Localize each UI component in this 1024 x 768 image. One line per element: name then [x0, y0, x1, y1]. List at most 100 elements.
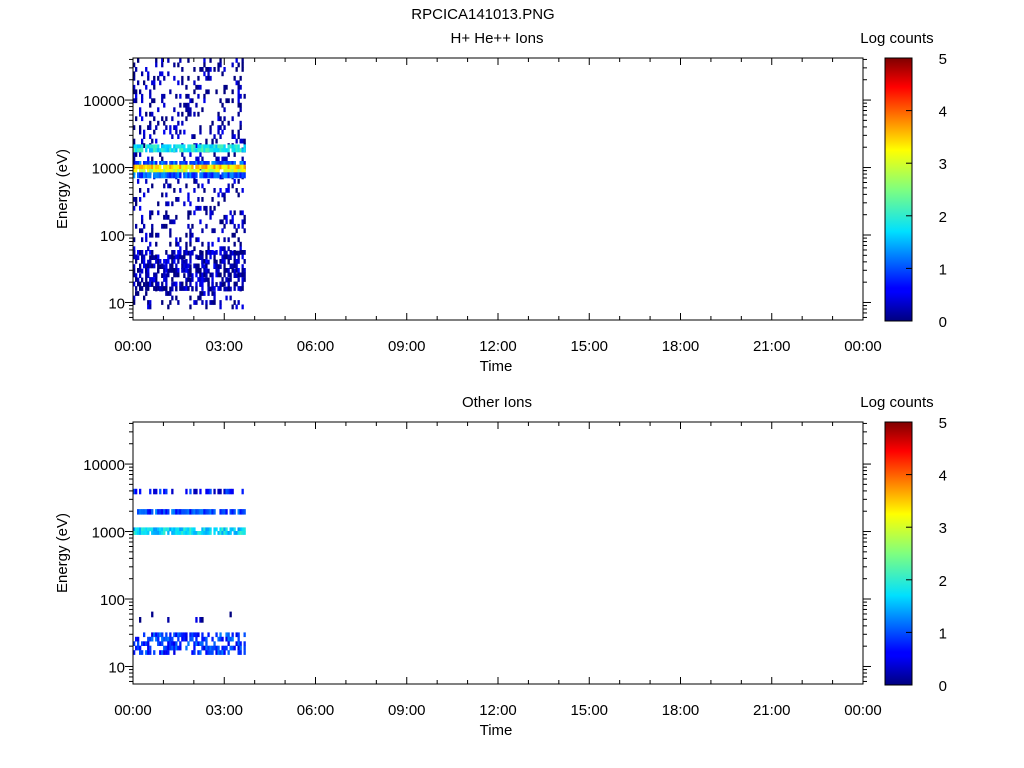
heatmap-cell: [137, 144, 140, 149]
heatmap-cell: [243, 259, 246, 264]
heatmap-cell: [235, 172, 238, 179]
heatmap-cell: [239, 210, 242, 216]
heatmap-cell: [139, 111, 142, 117]
heatmap-cell: [235, 263, 238, 269]
x-tick-label: 00:00: [114, 702, 152, 719]
heatmap-cell: [171, 531, 174, 535]
heatmap-cell: [205, 148, 208, 153]
heatmap-cell: [239, 169, 242, 173]
heatmap-cell: [231, 509, 234, 515]
heatmap-cell: [239, 509, 242, 515]
heatmap-cell: [147, 71, 150, 77]
heatmap-cell: [229, 272, 232, 278]
heatmap-cell: [167, 148, 170, 153]
heatmap-cell: [183, 263, 186, 269]
heatmap-cell: [211, 161, 214, 165]
heatmap-cell: [209, 214, 212, 220]
heatmap-cell: [231, 116, 234, 122]
heatmap-cell: [163, 264, 166, 269]
heatmap-cell: [135, 259, 138, 264]
heatmap-cell: [133, 531, 136, 535]
heatmap-cell: [175, 531, 178, 535]
heatmap-cell: [233, 509, 236, 515]
heatmap-cell: [141, 219, 144, 225]
heatmap-cell: [163, 488, 166, 495]
heatmap-cell: [143, 223, 146, 229]
heatmap-cell: [203, 98, 206, 104]
heatmap-cell: [219, 272, 222, 278]
heatmap-cell: [197, 277, 200, 282]
heatmap-cell: [221, 192, 224, 198]
heatmap-cell: [173, 650, 176, 655]
heatmap-cell: [205, 144, 208, 149]
heatmap-cell: [201, 300, 204, 305]
heatmap-cell: [205, 205, 208, 211]
heatmap-cell: [177, 632, 180, 638]
heatmap-cell: [171, 286, 174, 292]
heatmap-cell: [217, 116, 220, 122]
heatmap-cell: [243, 272, 246, 278]
heatmap-cell: [209, 164, 212, 170]
heatmap-cell: [179, 161, 182, 165]
heatmap-cell: [229, 172, 232, 179]
heatmap-cell: [149, 304, 152, 310]
heatmap-cell: [211, 286, 214, 291]
heatmap-cell: [199, 148, 202, 153]
heatmap-cell: [181, 527, 184, 532]
heatmap-cell: [135, 169, 138, 173]
heatmap-cell: [221, 509, 224, 515]
heatmap-cell: [171, 263, 174, 269]
heatmap-cell: [213, 164, 216, 170]
heatmap-cell: [195, 161, 198, 165]
heatmap-cell: [221, 144, 224, 149]
heatmap-cell: [239, 286, 242, 291]
heatmap-cell: [225, 164, 228, 170]
x-tick-label: 00:00: [844, 702, 882, 719]
heatmap-cell: [175, 645, 178, 651]
heatmap-cell: [137, 161, 140, 165]
heatmap-cell: [233, 210, 236, 216]
heatmap-cell: [171, 636, 174, 642]
heatmap-cell: [171, 527, 174, 532]
heatmap-cell: [195, 286, 198, 291]
heatmap-cell: [199, 219, 202, 225]
heatmap-cell: [193, 179, 196, 184]
heatmap-cell: [237, 62, 240, 68]
heatmap-cell: [211, 300, 214, 305]
heatmap-cell: [187, 223, 190, 229]
heatmap-cell: [207, 259, 210, 265]
heatmap-cell: [207, 281, 210, 287]
heatmap-cell: [207, 509, 210, 515]
heatmap-cell: [147, 268, 150, 273]
heatmap-cell: [151, 636, 154, 642]
heatmap-cell: [159, 161, 162, 165]
heatmap-cell: [187, 509, 190, 515]
heatmap-cell: [171, 254, 174, 260]
heatmap-cell: [143, 169, 146, 173]
heatmap-cell: [243, 277, 246, 282]
x-tick-label: 06:00: [297, 702, 335, 719]
heatmap-cell: [227, 246, 230, 252]
heatmap-cell: [237, 93, 240, 99]
heatmap-cell: [205, 223, 208, 229]
heatmap-cell: [153, 80, 156, 86]
heatmap-cell: [241, 210, 244, 216]
x-tick-label: 21:00: [753, 702, 791, 719]
heatmap-cell: [165, 179, 168, 184]
heatmap-cell: [167, 254, 170, 260]
heatmap-cell: [231, 89, 234, 95]
heatmap-cell: [153, 255, 156, 260]
heatmap-cell: [149, 120, 152, 126]
heatmap-cell: [205, 172, 208, 179]
heatmap-cell: [203, 71, 206, 77]
heatmap-cell: [241, 264, 244, 269]
heatmap-cell: [205, 645, 208, 651]
heatmap-cell: [165, 192, 168, 198]
heatmap-cell: [185, 84, 188, 90]
heatmap-cell: [173, 169, 176, 173]
heatmap-cell: [199, 641, 202, 646]
heatmap-cell: [151, 80, 154, 86]
heatmap-cell: [161, 58, 164, 63]
heatmap-cell: [235, 148, 238, 153]
heatmap-cell: [167, 259, 170, 264]
